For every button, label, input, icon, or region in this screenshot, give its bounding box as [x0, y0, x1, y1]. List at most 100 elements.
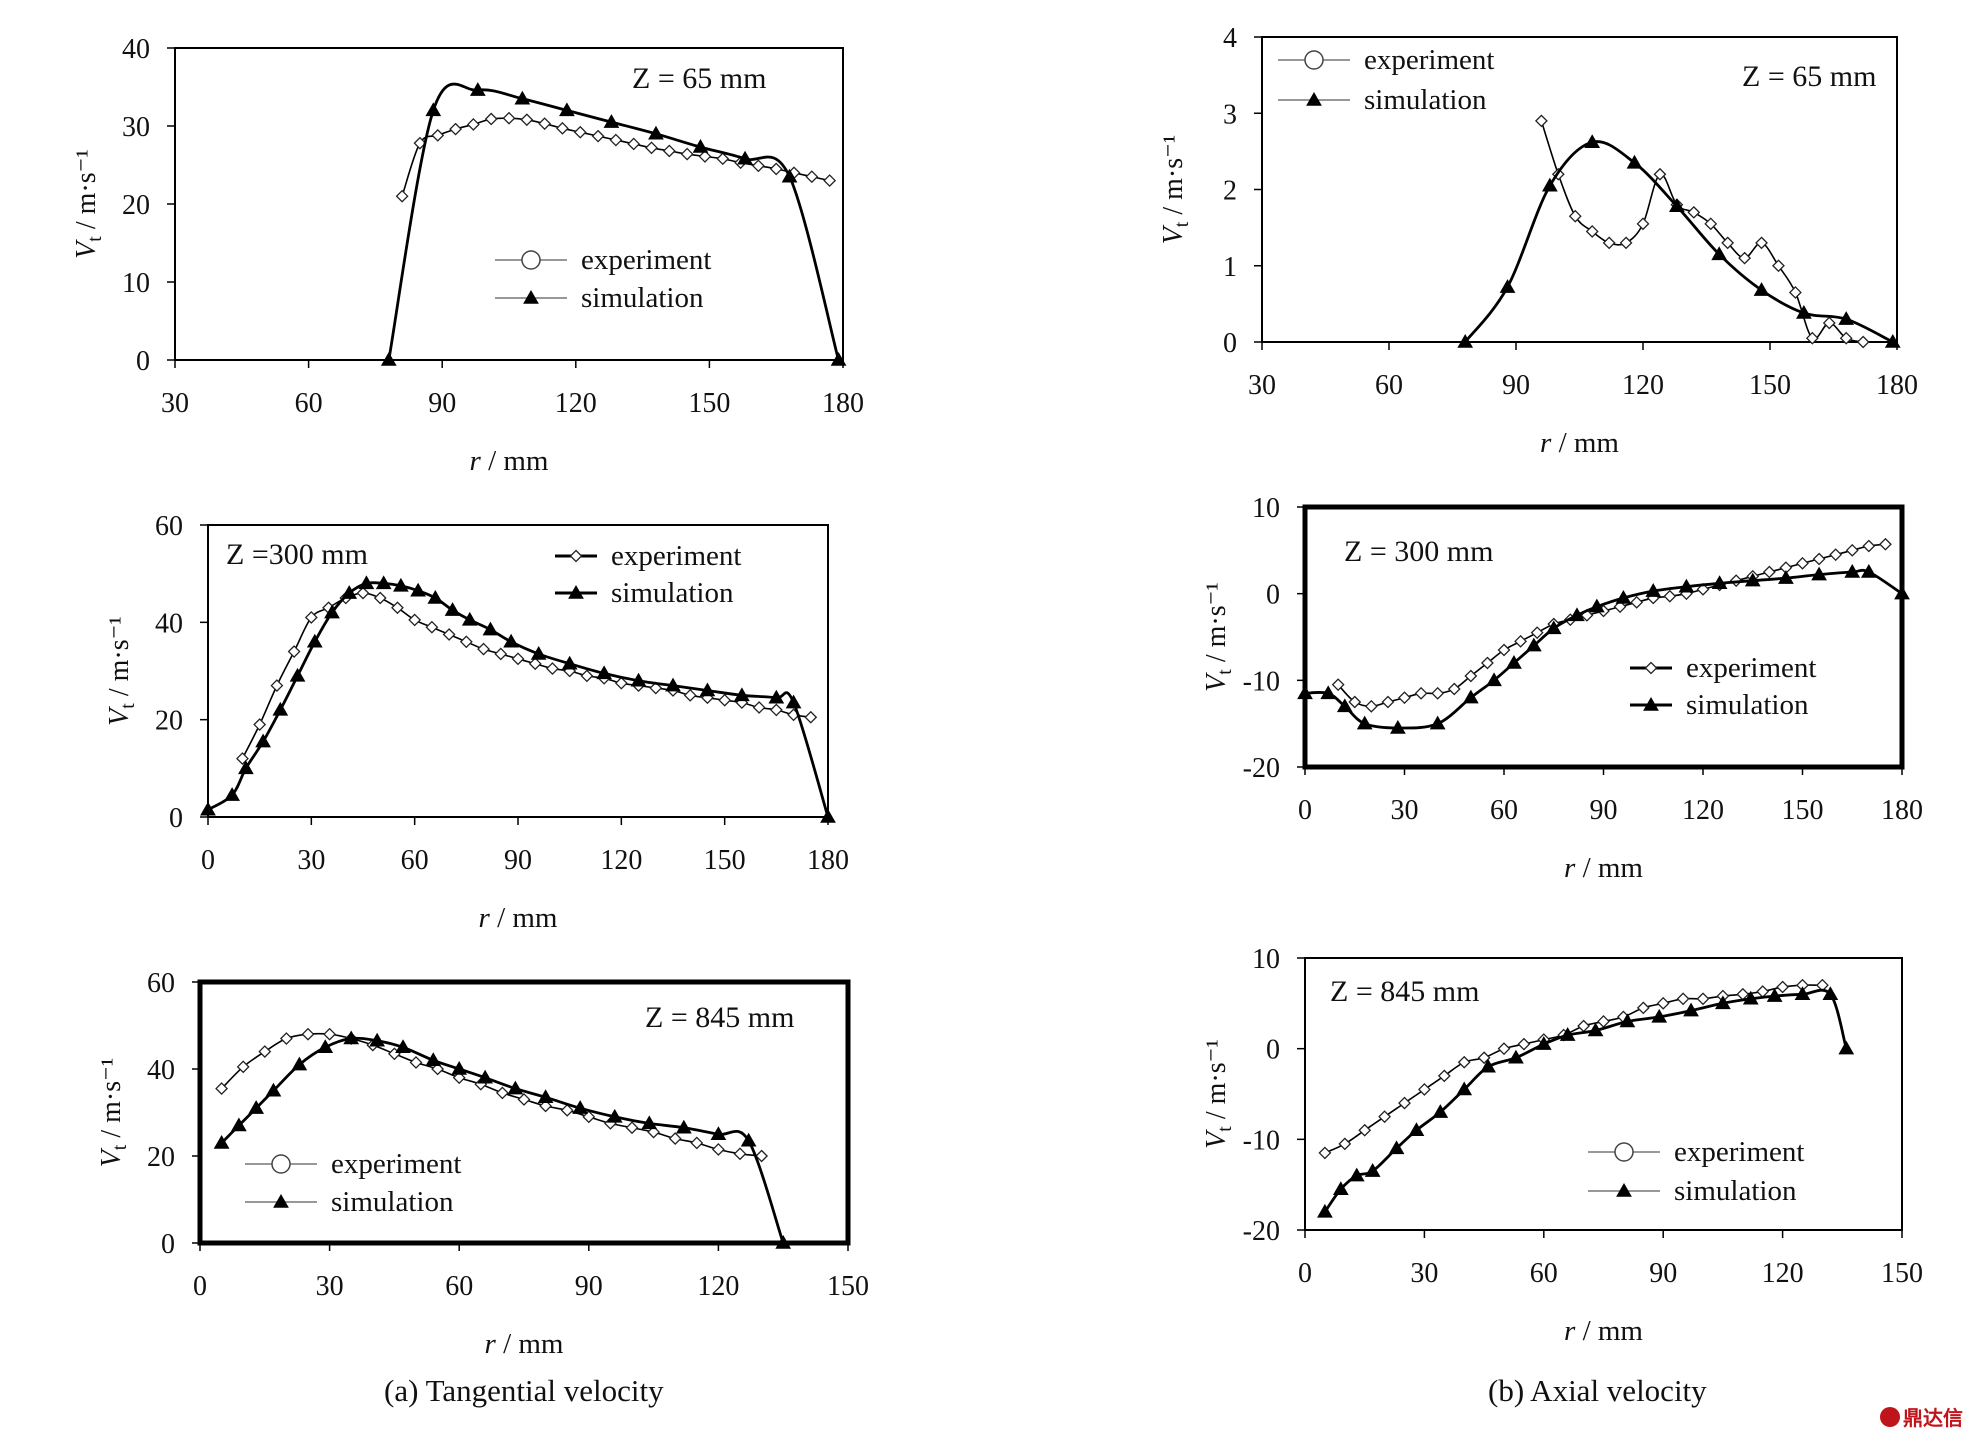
data-point-experiment — [408, 613, 422, 627]
data-point-simulation — [477, 1069, 493, 1084]
legend-marker-simulation — [1306, 91, 1322, 106]
data-point-experiment — [215, 1082, 229, 1095]
x-tick-label: 0 — [201, 845, 215, 876]
legend-label-experiment: experiment — [1364, 44, 1494, 76]
x-tick-label: 60 — [1530, 1258, 1558, 1289]
data-point-simulation — [395, 1039, 411, 1053]
data-point-experiment — [1497, 1042, 1511, 1056]
data-point-simulation — [1348, 1167, 1365, 1182]
data-point-simulation — [224, 787, 240, 801]
data-point-experiment — [614, 676, 628, 690]
data-point-experiment — [1568, 209, 1582, 223]
x-tick-label: 180 — [1881, 795, 1923, 826]
data-point-simulation — [317, 1039, 334, 1053]
data-point-experiment — [591, 129, 605, 143]
data-point-simulation — [1587, 1022, 1604, 1037]
legend-label-experiment: experiment — [1674, 1136, 1804, 1168]
data-point-simulation — [781, 168, 798, 183]
data-point-experiment — [1829, 548, 1843, 562]
series-line-simulation — [1323, 988, 1848, 1213]
data-point-simulation — [1744, 572, 1761, 587]
data-point-simulation — [1753, 282, 1770, 296]
data-point-experiment — [1776, 980, 1790, 994]
data-point-simulation — [734, 687, 750, 702]
data-point-simulation — [1559, 1027, 1576, 1041]
y-axis-label-symbol: V — [1201, 672, 1232, 692]
data-point-experiment — [560, 1103, 574, 1117]
x-tick-label: 60 — [401, 845, 429, 876]
data-point-experiment — [711, 1143, 725, 1156]
data-point-simulation — [561, 655, 578, 670]
data-point-experiment — [1318, 1146, 1332, 1160]
watermark-logo-icon — [1880, 1406, 1900, 1427]
data-point-experiment — [1856, 335, 1870, 349]
data-point-simulation — [1796, 305, 1812, 319]
chart-title: Z = 845 mm — [1330, 975, 1479, 1008]
watermark: 鼎达信 — [1880, 1402, 1963, 1431]
chart-a3: 0 30 60 90 120 150 0 20 40 60 r / mm Vt / m·s⁻¹ Z = … — [96, 968, 869, 1360]
x-tick-label: 0 — [1298, 1258, 1312, 1289]
data-point-experiment — [751, 159, 765, 173]
data-point-simulation — [1678, 578, 1695, 593]
data-point-simulation — [1356, 715, 1373, 730]
x-tick-label: 120 — [697, 1271, 739, 1302]
data-point-simulation — [675, 1119, 692, 1134]
y-tick-label: 0 — [161, 1229, 175, 1260]
data-point-experiment — [449, 122, 462, 136]
y-axis-label-unit: / m·s⁻¹ — [1201, 1039, 1232, 1126]
data-point-simulation — [1297, 685, 1313, 700]
data-point-experiment — [484, 112, 498, 126]
legend-marker-experiment — [1644, 661, 1658, 675]
data-point-experiment — [1630, 595, 1644, 609]
y-tick-label: 2 — [1223, 176, 1237, 207]
data-point-experiment — [1497, 643, 1511, 657]
legend-marker-simulation — [523, 289, 539, 304]
data-point-experiment — [1364, 699, 1378, 713]
x-axis-label-unit: / mm — [490, 902, 558, 934]
data-point-simulation — [692, 139, 709, 153]
data-point-experiment — [477, 642, 490, 656]
data-point-experiment — [425, 620, 439, 634]
data-point-experiment — [1636, 1001, 1650, 1015]
data-point-experiment — [752, 701, 766, 714]
y-axis-label-symbol: V — [1158, 224, 1189, 244]
data-point-experiment — [649, 681, 663, 695]
data-point-experiment — [1756, 985, 1770, 998]
x-tick-label: 120 — [1622, 370, 1664, 401]
data-point-experiment — [683, 688, 697, 702]
chart-a2: 0 30 60 90 120 150 180 0 20 40 60 r / mm Vt / m·s⁻¹ Z… — [104, 511, 849, 934]
data-point-experiment — [279, 1032, 293, 1045]
x-axis-label-unit: / mm — [1575, 852, 1643, 884]
data-point-experiment — [391, 601, 404, 615]
data-point-experiment — [431, 128, 445, 142]
data-point-experiment — [1398, 1096, 1411, 1110]
y-axis-label: Vt / m·s⁻¹ — [96, 1058, 131, 1168]
y-axis-label: Vt / m·s⁻¹ — [1201, 582, 1236, 692]
y-tick-label: 20 — [122, 190, 150, 221]
x-tick-label: 150 — [704, 845, 746, 876]
x-tick-label: 150 — [688, 388, 730, 419]
y-tick-label: -20 — [1243, 753, 1280, 784]
y-tick-label: 1 — [1223, 252, 1237, 283]
x-tick-label: 90 — [1502, 370, 1530, 401]
x-tick-label: 60 — [295, 388, 323, 419]
data-point-simulation — [341, 585, 358, 599]
y-axis-label-subscript: t — [1171, 221, 1193, 227]
y-tick-label: 0 — [136, 346, 150, 377]
data-point-simulation — [1390, 719, 1406, 734]
data-point-simulation — [425, 102, 442, 117]
data-point-simulation — [740, 1132, 757, 1147]
y-tick-label: 0 — [169, 803, 183, 834]
x-tick-label: 90 — [428, 388, 456, 419]
data-point-experiment — [538, 117, 552, 131]
data-point-experiment — [546, 662, 559, 675]
data-point-experiment — [1464, 669, 1478, 683]
data-point-simulation — [830, 351, 847, 366]
data-point-experiment — [1755, 236, 1768, 250]
data-point-experiment — [823, 174, 837, 188]
data-point-simulation — [380, 351, 397, 366]
watermark-text: 鼎达信 — [1903, 1406, 1963, 1430]
data-point-simulation — [393, 577, 409, 592]
data-point-experiment — [1772, 259, 1785, 273]
